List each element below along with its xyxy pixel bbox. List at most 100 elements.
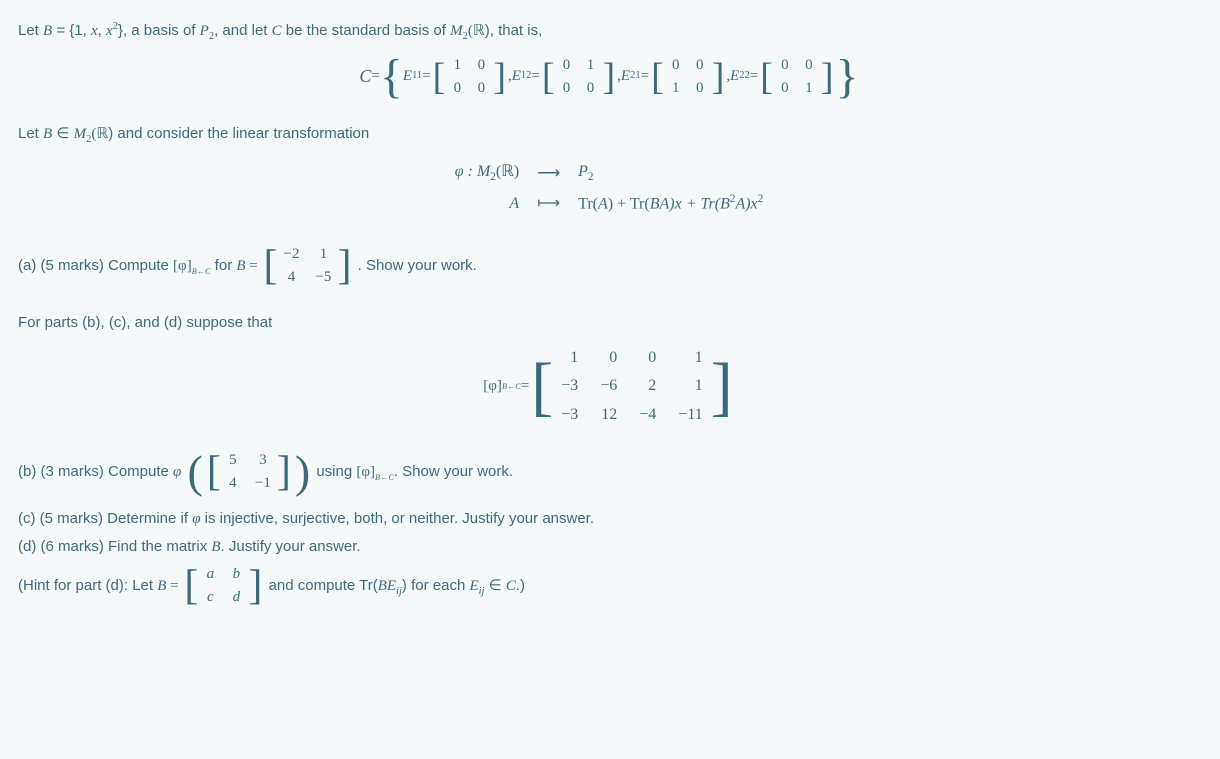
cell: −3 (561, 404, 578, 426)
text: is injective, surjective, both, or neith… (201, 510, 595, 527)
xTr2: )x + Tr( (669, 196, 720, 213)
eq22: = (750, 66, 758, 87)
P2-codomain: P (578, 163, 588, 180)
cell: −6 (600, 375, 617, 397)
E11-label: E (403, 66, 412, 87)
text: Let (18, 125, 43, 142)
text: be the standard basis of (282, 22, 450, 39)
text: ) for each (402, 577, 470, 594)
brace-right: } (836, 57, 859, 97)
M2-2: M (74, 126, 87, 142)
cell: 5 (227, 450, 239, 471)
text: (c) (5 marks) Determine if (18, 510, 192, 527)
cell: 1 (451, 55, 463, 76)
matrix-E11: [ 10 00 ] (431, 55, 508, 99)
text: Let (18, 22, 43, 39)
text: ) and consider the linear transformation (108, 125, 369, 142)
cell: 0 (779, 78, 791, 99)
E21-sub: 21 (630, 69, 641, 84)
hint: (Hint for part (d): Let B = [ ab cd ] an… (18, 564, 1200, 608)
A-domain: A (455, 193, 519, 215)
Tr1: Tr( (578, 196, 598, 213)
E21-label: E (621, 66, 630, 87)
sup2c: 2 (758, 193, 764, 205)
B-symbol: B (43, 126, 52, 142)
text: . Show your work. (358, 257, 477, 274)
basis-C-definition: C = { E11 = [ 10 00 ] , E12 = [ 01 00 ] … (18, 55, 1200, 99)
text: ∈ (484, 577, 505, 594)
part-b: (b) (3 marks) Compute φ ( [ 53 4−1 ] ) u… (18, 450, 1200, 494)
plus1: ) + Tr( (608, 196, 650, 213)
paren3r: ) (514, 163, 519, 180)
cell: 4 (284, 267, 300, 288)
cell: 0 (600, 347, 617, 369)
BE: BE (378, 578, 396, 594)
E22-label: E (730, 66, 739, 87)
cell: 0 (585, 78, 597, 99)
cell: 1 (561, 347, 578, 369)
C-hint: C (506, 578, 516, 594)
parts-bcd-intro: For parts (b), (c), and (d) suppose that (18, 312, 1200, 333)
intro-line-1: Let B = {1, x, x2}, a basis of P2, and l… (18, 20, 1200, 45)
cell: 0 (694, 78, 706, 99)
E11-sub: 11 (412, 69, 422, 84)
cell: 0 (561, 78, 573, 99)
cell: −11 (678, 404, 702, 426)
cell: 1 (585, 55, 597, 76)
cell: 1 (670, 78, 682, 99)
matrix-hint: [ ab cd ] (182, 564, 264, 608)
text: (Hint for part (d): Let (18, 577, 157, 594)
B-hint: B (157, 578, 166, 594)
text: ∈ (52, 125, 73, 142)
text: , and let (214, 22, 272, 39)
phi-char: φ (173, 464, 181, 480)
E22-sub: 22 (739, 69, 750, 84)
text: For parts (b), (c), and (d) suppose that (18, 314, 272, 331)
space-P2: P (200, 23, 209, 39)
cell: 0 (694, 55, 706, 76)
cell: 1 (678, 347, 702, 369)
cell: −4 (639, 404, 656, 426)
Eij: E (469, 578, 478, 594)
cell: 0 (451, 78, 463, 99)
part-a: (a) (5 marks) Compute [φ]B←C for B = [ −… (18, 244, 1200, 288)
reals: ℝ (473, 23, 485, 39)
eq2: = (521, 376, 529, 397)
cell: −2 (284, 244, 300, 265)
B-sym: B (236, 258, 245, 274)
phi-matrix: [φ] (173, 258, 192, 274)
cell: 3 (255, 450, 271, 471)
text: . Show your work. (394, 463, 513, 480)
E12-label: E (512, 66, 521, 87)
Ax2: A)x (735, 196, 757, 213)
phi-domain: φ : (455, 163, 477, 180)
text: }, a basis of (118, 22, 200, 39)
reals3: ℝ (501, 163, 514, 180)
cell: −1 (255, 473, 271, 494)
eq-hint: = (166, 578, 182, 594)
cell: 1 (315, 244, 331, 265)
phi-input: ( [ 53 4−1 ] ) (186, 450, 313, 494)
mapsto: ⟼ (537, 193, 560, 215)
reals2: ℝ (96, 126, 108, 142)
cell: c (204, 587, 216, 608)
matrix-phi: [ 1001 −3−621 −312−4−11 ] (529, 347, 735, 426)
cell: 0 (475, 78, 487, 99)
text: for (211, 257, 237, 274)
cell: 0 (475, 55, 487, 76)
cell: 12 (600, 404, 617, 426)
C-symbol: C (359, 64, 371, 89)
phi-c: φ (192, 511, 200, 527)
cell: 0 (639, 347, 656, 369)
eq: = (371, 66, 379, 87)
E12-sub: 12 (521, 69, 532, 84)
BC-sub: B←C (192, 267, 211, 276)
M2-3: M (477, 163, 490, 180)
brace-left: { (380, 57, 403, 97)
text: , (98, 22, 106, 39)
cell: −5 (315, 267, 331, 288)
arrow1: ⟶ (537, 163, 560, 185)
text: . Justify your answer. (221, 538, 361, 555)
matrix-E21: [ 00 10 ] (649, 55, 726, 99)
matrix-E12: [ 01 00 ] (540, 55, 617, 99)
